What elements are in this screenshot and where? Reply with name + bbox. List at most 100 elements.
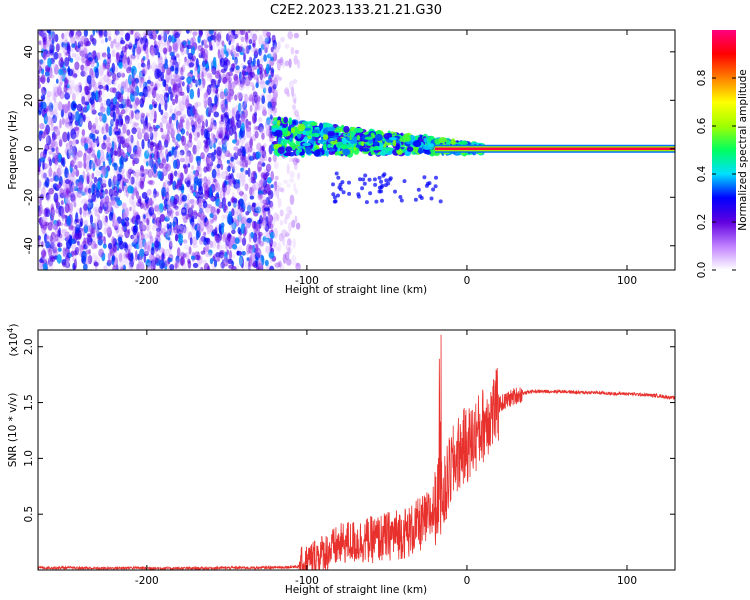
noise-cell bbox=[38, 264, 44, 270]
noise-cell bbox=[267, 212, 272, 223]
noise-cell bbox=[167, 199, 174, 208]
noise-cell bbox=[173, 170, 178, 177]
noise-cell bbox=[88, 192, 92, 202]
noise-cell bbox=[239, 160, 243, 167]
noise-cell bbox=[181, 64, 186, 73]
noise-cell bbox=[81, 129, 86, 136]
noise-cell bbox=[138, 111, 144, 121]
band-tail-cell bbox=[380, 198, 384, 203]
band-tail-cell bbox=[377, 175, 382, 180]
noise-cell bbox=[125, 39, 132, 45]
noise-cell bbox=[90, 124, 97, 134]
x-tick-label: 0 bbox=[464, 275, 471, 287]
noise-cell bbox=[100, 105, 104, 113]
noise-cell bbox=[40, 30, 45, 38]
noise-cell bbox=[240, 216, 247, 226]
noise-cell bbox=[45, 164, 50, 169]
noise-cell bbox=[294, 109, 299, 118]
noise-cell bbox=[48, 74, 55, 79]
noise-cell bbox=[41, 187, 46, 198]
noise-cell bbox=[270, 184, 274, 189]
noise-cell bbox=[228, 175, 233, 186]
noise-cell bbox=[40, 250, 47, 258]
noise-cell bbox=[161, 115, 167, 124]
noise-cell bbox=[134, 149, 138, 158]
noise-cell bbox=[124, 87, 130, 93]
noise-cell bbox=[70, 36, 76, 45]
noise-cell bbox=[105, 140, 111, 149]
noise-cell bbox=[283, 88, 290, 95]
noise-cell bbox=[113, 185, 118, 193]
band-tail-cell bbox=[418, 194, 423, 199]
noise-cell bbox=[183, 239, 188, 244]
noise-cell bbox=[252, 57, 256, 67]
band-cell bbox=[459, 140, 468, 146]
noise-cell bbox=[140, 263, 145, 270]
noise-cell bbox=[206, 237, 211, 245]
noise-cell bbox=[234, 94, 238, 101]
noise-cell bbox=[91, 60, 95, 68]
band-cell bbox=[283, 116, 289, 124]
noise-cell bbox=[238, 211, 244, 223]
colorbar-gradient bbox=[712, 30, 736, 270]
band-cell bbox=[297, 123, 306, 132]
noise-cell bbox=[86, 154, 92, 160]
noise-cell bbox=[38, 261, 43, 269]
noise-cell bbox=[211, 65, 217, 75]
noise-cell bbox=[127, 65, 131, 74]
noise-cell bbox=[239, 83, 244, 91]
noise-cell bbox=[272, 91, 278, 101]
noise-cell bbox=[244, 76, 251, 87]
noise-cell bbox=[272, 108, 277, 117]
noise-cell bbox=[262, 109, 267, 117]
noise-cell bbox=[165, 228, 171, 239]
noise-cell bbox=[70, 238, 76, 245]
noise-cell bbox=[206, 84, 212, 96]
noise-cell bbox=[169, 65, 175, 72]
noise-cell bbox=[106, 98, 112, 107]
noise-cell bbox=[64, 57, 70, 67]
noise-cell bbox=[258, 123, 264, 133]
noise-cell bbox=[140, 176, 144, 182]
noise-cell bbox=[146, 217, 150, 226]
noise-cell bbox=[200, 235, 205, 245]
noise-cell bbox=[194, 224, 197, 231]
noise-cell bbox=[265, 80, 270, 86]
noise-cell bbox=[187, 260, 192, 269]
noise-cell bbox=[191, 124, 196, 133]
noise-cell bbox=[118, 103, 124, 109]
noise-cell bbox=[55, 78, 59, 84]
noise-cell bbox=[48, 247, 53, 258]
noise-cell bbox=[81, 255, 87, 265]
noise-cell bbox=[242, 167, 247, 179]
noise-cell bbox=[241, 175, 246, 186]
noise-cell bbox=[133, 81, 138, 91]
noise-cell bbox=[99, 199, 104, 211]
band-tail-cell bbox=[393, 189, 397, 194]
noise-cell bbox=[266, 117, 271, 126]
noise-cell bbox=[80, 64, 85, 71]
noise-cell bbox=[257, 262, 264, 270]
noise-cell bbox=[207, 265, 211, 270]
noise-cell bbox=[61, 32, 65, 40]
noise-cell bbox=[45, 241, 51, 249]
noise-cell bbox=[48, 150, 54, 155]
noise-cell bbox=[172, 74, 178, 79]
noise-cell bbox=[235, 65, 240, 71]
noise-cell bbox=[204, 206, 210, 213]
noise-cell bbox=[160, 213, 166, 222]
noise-cell bbox=[269, 77, 273, 83]
noise-cell bbox=[95, 188, 100, 199]
colorbar-tick-label: 0.4 bbox=[696, 165, 708, 182]
x-tick-label: -200 bbox=[135, 575, 159, 587]
noise-cell bbox=[67, 123, 73, 130]
noise-cell bbox=[65, 258, 71, 266]
noise-cell bbox=[51, 31, 56, 42]
noise-cell bbox=[166, 44, 170, 51]
noise-cell bbox=[106, 30, 112, 38]
noise-cell bbox=[117, 71, 124, 78]
noise-cell bbox=[289, 194, 295, 205]
noise-cell bbox=[159, 145, 165, 151]
noise-cell bbox=[180, 66, 184, 76]
noise-cell bbox=[256, 68, 260, 76]
